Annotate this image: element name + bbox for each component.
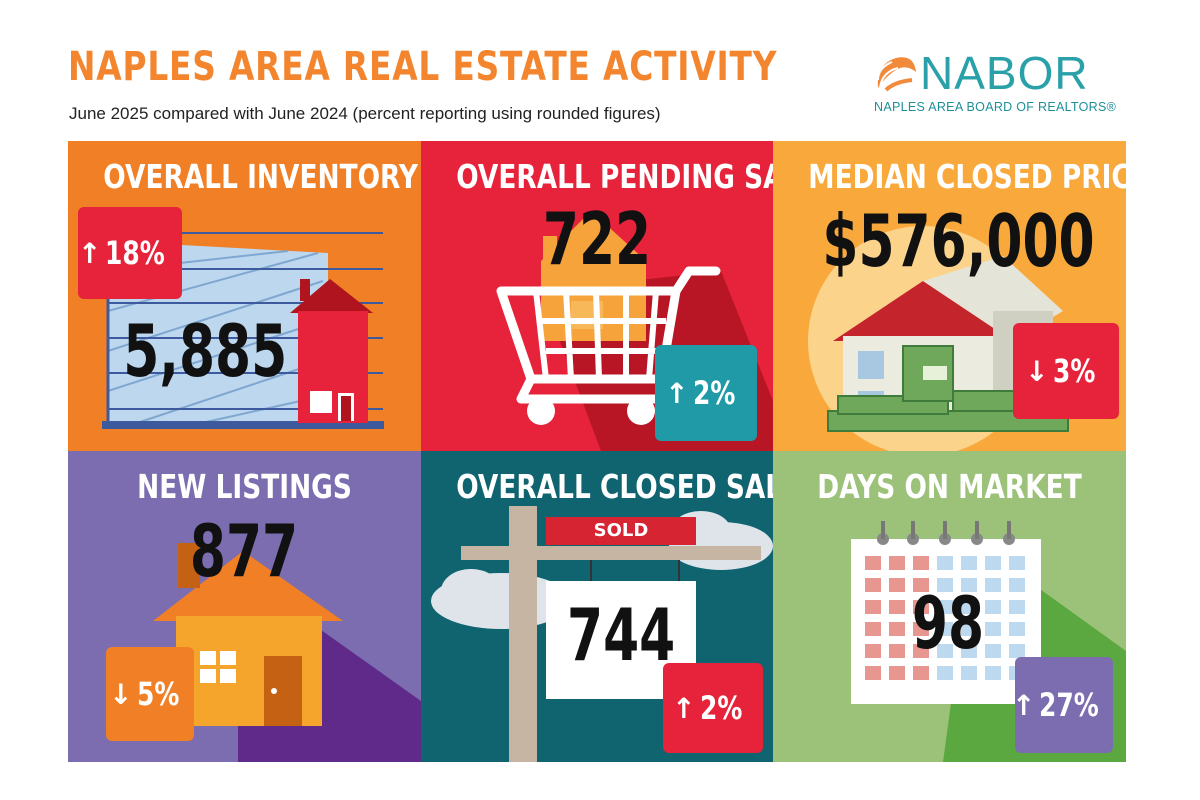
calendar-day-cell	[1009, 578, 1025, 592]
calendar-day-cell	[913, 622, 929, 636]
sold-sign-icon	[431, 506, 773, 762]
calendar-day-cell	[937, 644, 953, 658]
calendar-day-cell	[889, 622, 905, 636]
calendar-day-cell	[889, 666, 905, 680]
change-value: 18%	[105, 234, 166, 272]
calendar-day-cell	[937, 666, 953, 680]
change-badge: ↑ 2%	[655, 345, 757, 441]
stats-grid: OVERALL INVENTORY 5,885 ↑ 18%	[68, 141, 1126, 762]
calendar-day-cell	[913, 578, 929, 592]
up-arrow-icon: ↑	[77, 236, 102, 270]
calendar-day-cell	[865, 666, 881, 680]
change-badge: ↓ 3%	[1013, 323, 1119, 419]
tile-heading: OVERALL INVENTORY	[103, 157, 419, 196]
calendar-day-cell	[985, 622, 1001, 636]
calendar-day-cell	[985, 666, 1001, 680]
calendar-day-cell	[889, 578, 905, 592]
closed-sales-value: 744	[567, 593, 676, 677]
median-price-value: $576,000	[822, 199, 1095, 283]
calendar-day-cell	[865, 578, 881, 592]
calendar-day-cell	[865, 600, 881, 614]
logo-wordmark: NABOR	[920, 47, 1089, 99]
change-value: 2%	[699, 689, 742, 727]
calendar-day-cell	[961, 600, 977, 614]
down-arrow-icon: ↓	[109, 677, 133, 711]
up-arrow-icon: ↑	[672, 691, 696, 725]
tile-overall-closed-sales: SOLD OVERALL CLOSED SALES 744 ↑ 2%	[421, 451, 773, 762]
up-arrow-icon: ↑	[1011, 688, 1036, 722]
calendar-day-cell	[961, 666, 977, 680]
sold-sign-text: SOLD	[593, 520, 649, 541]
tile-days-on-market: DAYS ON MARKET 98 ↑ 27%	[773, 451, 1126, 762]
tile-heading: DAYS ON MARKET	[817, 467, 1082, 506]
calendar-day-cell	[913, 666, 929, 680]
calendar-day-cell	[913, 556, 929, 570]
calendar-day-cell	[913, 644, 929, 658]
change-value: 3%	[1052, 352, 1095, 390]
calendar-day-cell	[1009, 644, 1025, 658]
change-badge: ↓ 5%	[106, 647, 194, 741]
calendar-day-cell	[937, 600, 953, 614]
up-arrow-icon: ↑	[665, 376, 689, 410]
tile-heading: MEDIAN CLOSED PRICE	[808, 157, 1126, 196]
tile-new-listings: NEW LISTINGS 877 ↓ 5%	[68, 451, 421, 762]
calendar-day-cell	[937, 556, 953, 570]
calendar-day-cell	[913, 600, 929, 614]
page-title: NAPLES AREA REAL ESTATE ACTIVITY	[68, 44, 778, 90]
calendar-day-cell	[1009, 622, 1025, 636]
new-listings-value: 877	[189, 509, 299, 593]
calendar-day-cell	[985, 578, 1001, 592]
change-value: 27%	[1039, 686, 1100, 724]
calendar-day-cell	[961, 578, 977, 592]
change-value: 5%	[136, 675, 179, 713]
calendar-day-cell	[1009, 600, 1025, 614]
tile-overall-inventory: OVERALL INVENTORY 5,885 ↑ 18%	[68, 141, 421, 451]
nabor-logo: NABOR NAPLES AREA BOARD OF REALTORS®	[872, 46, 1122, 126]
calendar-day-cell	[985, 644, 1001, 658]
days-on-market-value: 98	[911, 581, 985, 665]
inventory-value: 5,885	[123, 309, 288, 393]
calendar-day-cell	[889, 600, 905, 614]
calendar-day-cell	[865, 556, 881, 570]
house-money-icon	[808, 226, 1069, 451]
shell-logo-icon	[877, 57, 916, 92]
calendar-icon	[851, 521, 1126, 762]
page-subtitle: June 2025 compared with June 2024 (perce…	[69, 104, 661, 123]
calendar-day-cell	[865, 644, 881, 658]
calendar-day-cell	[985, 600, 1001, 614]
tile-heading: OVERALL CLOSED SALES	[456, 467, 773, 506]
tile-median-closed-price: MEDIAN CLOSED PRICE $576,000 ↓ 3%	[773, 141, 1126, 451]
calendar-day-cell	[961, 556, 977, 570]
calendar-day-cell	[865, 622, 881, 636]
calendar-day-cell	[889, 644, 905, 658]
calendar-day-cell	[961, 622, 977, 636]
tile-heading: NEW LISTINGS	[137, 467, 352, 506]
change-badge: ↑ 27%	[1011, 657, 1113, 753]
tile-heading: OVERALL PENDING SALES	[456, 157, 773, 196]
pending-sales-value: 722	[542, 197, 652, 281]
calendar-day-cell	[985, 556, 1001, 570]
calendar-day-cell	[961, 644, 977, 658]
house-icon	[153, 543, 421, 762]
calendar-day-cell	[1009, 556, 1025, 570]
change-badge: ↑ 2%	[663, 663, 763, 753]
change-value: 2%	[692, 374, 735, 412]
calendar-day-cell	[889, 556, 905, 570]
calendar-day-cell	[937, 622, 953, 636]
calendar-day-cell	[937, 578, 953, 592]
down-arrow-icon: ↓	[1025, 354, 1049, 388]
change-badge: ↑ 18%	[78, 207, 182, 299]
logo-tagline: NAPLES AREA BOARD OF REALTORS®	[874, 100, 1117, 114]
tile-overall-pending-sales: OVERALL PENDING SALES 722 ↑ 2%	[421, 141, 773, 451]
